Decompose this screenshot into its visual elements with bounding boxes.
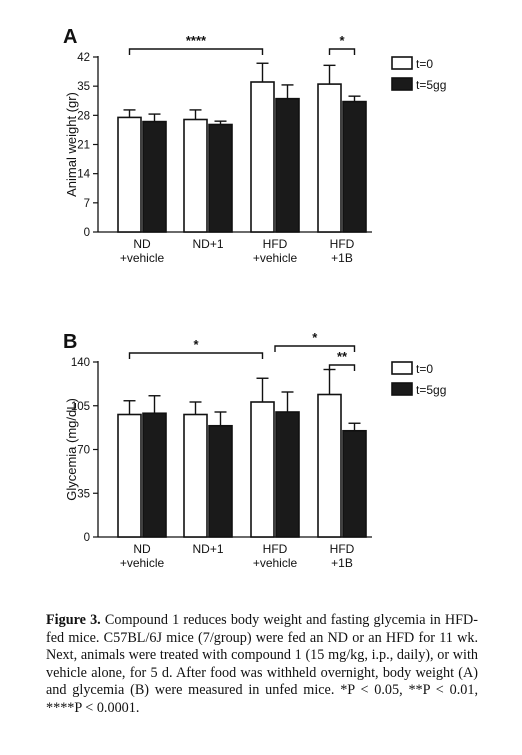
x-tick-label: +vehicle bbox=[120, 556, 165, 570]
x-tick-label: ND bbox=[133, 542, 151, 556]
x-tick-label: +vehicle bbox=[253, 251, 298, 265]
significance-bracket: * bbox=[274, 330, 356, 352]
x-tick-label: HFD bbox=[330, 542, 355, 556]
x-tick-label: ND+1 bbox=[192, 542, 223, 556]
panel-label: A bbox=[63, 26, 77, 48]
legend-swatch bbox=[391, 361, 413, 375]
x-tick-label: ND bbox=[133, 237, 151, 251]
bar bbox=[317, 83, 342, 233]
legend-label: t=0 bbox=[416, 57, 433, 71]
bar bbox=[142, 412, 167, 538]
legend-label: t=5gg bbox=[416, 78, 446, 92]
y-tick-label: 0 bbox=[84, 227, 90, 239]
y-tick-label: 105 bbox=[71, 401, 90, 413]
x-tick-label: +1B bbox=[331, 251, 353, 265]
bar bbox=[183, 118, 208, 233]
panel-label: B bbox=[63, 331, 77, 353]
y-tick-label: 70 bbox=[77, 445, 90, 457]
significance-bracket: * bbox=[128, 337, 264, 359]
significance-bracket: ** bbox=[328, 349, 356, 371]
y-tick-label: 35 bbox=[77, 81, 90, 93]
significance-bracket: **** bbox=[128, 33, 264, 55]
legend-swatch bbox=[391, 77, 413, 91]
figure-label: Figure 3. bbox=[46, 612, 101, 628]
bracket-line bbox=[328, 48, 356, 55]
bar bbox=[183, 413, 208, 538]
y-tick-label: 28 bbox=[77, 110, 90, 122]
bar bbox=[250, 401, 275, 538]
significance-label: * bbox=[312, 330, 318, 345]
legend-swatch bbox=[391, 56, 413, 70]
significance-label: ** bbox=[337, 349, 348, 364]
y-tick-label: 42 bbox=[77, 52, 90, 64]
significance-label: * bbox=[339, 33, 345, 48]
bracket-line bbox=[128, 352, 264, 359]
significance-label: **** bbox=[186, 33, 207, 48]
legend-swatch bbox=[391, 382, 413, 396]
x-tick-label: HFD bbox=[263, 542, 288, 556]
bar bbox=[250, 81, 275, 233]
legend-label: t=0 bbox=[416, 362, 433, 376]
bar bbox=[275, 97, 300, 233]
x-tick-label: HFD bbox=[330, 237, 355, 251]
y-axis-label: Animal weight (gr) bbox=[64, 92, 79, 197]
bar bbox=[142, 120, 167, 233]
x-tick-label: +vehicle bbox=[253, 556, 298, 570]
figure-caption-text: Compound 1 reduces body weight and fasti… bbox=[46, 612, 478, 716]
y-tick-label: 21 bbox=[77, 140, 90, 152]
y-tick-label: 140 bbox=[71, 357, 90, 369]
bracket-line bbox=[274, 345, 356, 352]
bar bbox=[317, 393, 342, 538]
x-tick-label: +1B bbox=[331, 556, 353, 570]
bracket-line bbox=[128, 48, 264, 55]
x-tick-label: ND+1 bbox=[192, 237, 223, 251]
bar bbox=[342, 429, 367, 538]
figure-caption: Figure 3. Compound 1 reduces body weight… bbox=[46, 612, 478, 718]
x-tick-label: +vehicle bbox=[120, 251, 165, 265]
y-tick-label: 7 bbox=[84, 198, 90, 210]
bar bbox=[208, 123, 233, 233]
y-tick-label: 0 bbox=[84, 532, 90, 544]
y-tick-label: 14 bbox=[77, 169, 90, 181]
legend-label: t=5gg bbox=[416, 383, 446, 397]
y-axis-label: Glycemia (mg/dL) bbox=[64, 398, 79, 501]
bracket-line bbox=[328, 364, 356, 371]
x-tick-label: HFD bbox=[263, 237, 288, 251]
bar bbox=[208, 424, 233, 538]
bar bbox=[117, 413, 142, 538]
significance-bracket: * bbox=[328, 33, 356, 55]
y-tick-label: 35 bbox=[77, 488, 90, 500]
significance-label: * bbox=[193, 337, 199, 352]
bar bbox=[275, 411, 300, 538]
bar bbox=[342, 100, 367, 233]
bar bbox=[117, 116, 142, 233]
